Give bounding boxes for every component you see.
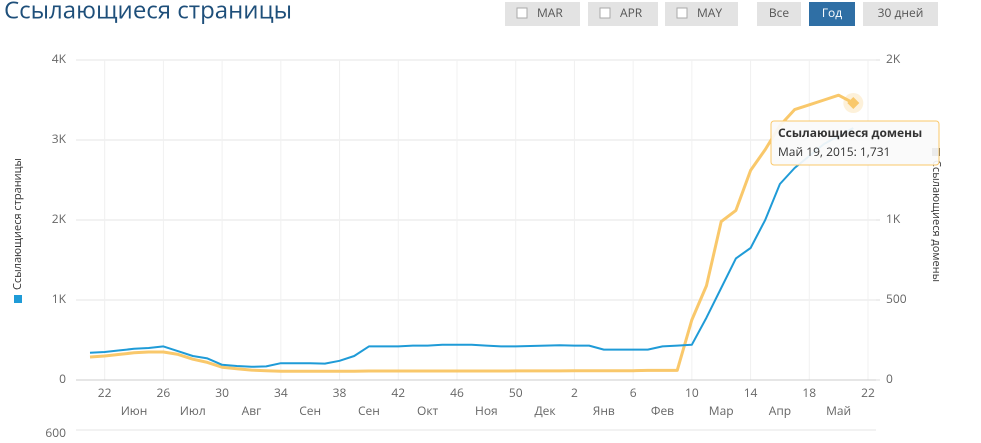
checkbox bbox=[599, 7, 611, 19]
button-bg bbox=[809, 2, 855, 26]
checkbox bbox=[516, 7, 528, 19]
button-label: Все bbox=[769, 4, 790, 21]
month-label: Янв bbox=[593, 402, 615, 419]
button-label: MAY bbox=[697, 4, 722, 21]
range-button[interactable]: Все bbox=[757, 2, 801, 26]
button-bg bbox=[863, 2, 938, 26]
y-tick-label: 4K bbox=[52, 50, 67, 67]
x-tick-label: 26 bbox=[157, 384, 171, 401]
month-label: Апр bbox=[769, 402, 791, 419]
series-line bbox=[89, 127, 854, 368]
button-label: 30 дней bbox=[878, 4, 924, 21]
x-tick-label: 50 bbox=[509, 384, 523, 401]
button-bg bbox=[757, 2, 801, 26]
checkbox-button[interactable]: MAY bbox=[665, 2, 738, 26]
y2-tick-label: 1K bbox=[886, 210, 901, 227]
button-label: APR bbox=[620, 4, 643, 21]
x-tick-label: 18 bbox=[802, 384, 816, 401]
x-tick-label: 2 bbox=[571, 384, 578, 401]
x-tick-label: 42 bbox=[391, 384, 405, 401]
y-tick-label: 2K bbox=[52, 210, 67, 227]
month-label: Июн bbox=[121, 402, 148, 419]
month-label: Фев bbox=[651, 402, 674, 419]
page-title: Ссылающиеся страницы bbox=[4, 0, 292, 26]
legend-marker bbox=[14, 295, 22, 303]
range-button[interactable]: Год bbox=[809, 2, 855, 26]
y2-tick-label: 500 bbox=[886, 290, 907, 307]
axis-label: Ссылающиеся страницы bbox=[10, 158, 25, 290]
x-tick-label: 22 bbox=[861, 384, 875, 401]
tooltip-box bbox=[770, 120, 940, 166]
checkbox-button[interactable]: MAR bbox=[505, 2, 580, 26]
y2-tick-label: 2K bbox=[886, 50, 901, 67]
navigator-tick-label: 600 bbox=[45, 424, 66, 441]
x-tick-label: 6 bbox=[630, 384, 637, 401]
month-label: Дек bbox=[534, 402, 556, 419]
x-tick-label: 30 bbox=[215, 384, 229, 401]
x-tick-label: 34 bbox=[274, 384, 288, 401]
y-tick-label: 3K bbox=[52, 130, 67, 147]
x-tick-label: 10 bbox=[685, 384, 699, 401]
x-tick-label: 22 bbox=[98, 384, 112, 401]
tooltip-title: Ссылающиеся домены bbox=[778, 124, 922, 141]
x-tick-label: 14 bbox=[744, 384, 758, 401]
y-tick-label: 0 bbox=[59, 370, 66, 387]
x-tick-label: 46 bbox=[450, 384, 464, 401]
checkbox bbox=[676, 7, 688, 19]
series-line bbox=[89, 93, 855, 373]
month-label: Окт bbox=[417, 402, 439, 419]
y-tick-label: 1K bbox=[52, 290, 67, 307]
month-label: Авг bbox=[242, 402, 262, 419]
month-label: Май bbox=[826, 402, 851, 419]
month-label: Сен bbox=[299, 402, 321, 419]
button-label: MAR bbox=[537, 4, 563, 21]
range-button[interactable]: 30 дней bbox=[863, 2, 938, 26]
month-label: Июл bbox=[180, 402, 206, 419]
axis-label: Ссылающиеся домены bbox=[929, 160, 944, 282]
month-label: Сен bbox=[358, 402, 380, 419]
tooltip-text: Май 19, 2015: 1,731 bbox=[778, 143, 890, 160]
month-label: Мар bbox=[709, 402, 734, 419]
y-axis-title: Ссылающиеся страницы bbox=[10, 158, 25, 303]
button-label: Год bbox=[822, 4, 842, 21]
month-label: Ноя bbox=[475, 402, 498, 419]
y2-axis-title: Ссылающиеся домены bbox=[929, 148, 944, 282]
tooltip: Ссылающиеся домены Май 19, 2015: 1,731 bbox=[770, 120, 940, 166]
x-tick-label: 38 bbox=[333, 384, 347, 401]
checkbox-button[interactable]: APR bbox=[588, 2, 658, 26]
y2-tick-label: 0 bbox=[886, 370, 893, 387]
hover-marker bbox=[847, 97, 860, 110]
